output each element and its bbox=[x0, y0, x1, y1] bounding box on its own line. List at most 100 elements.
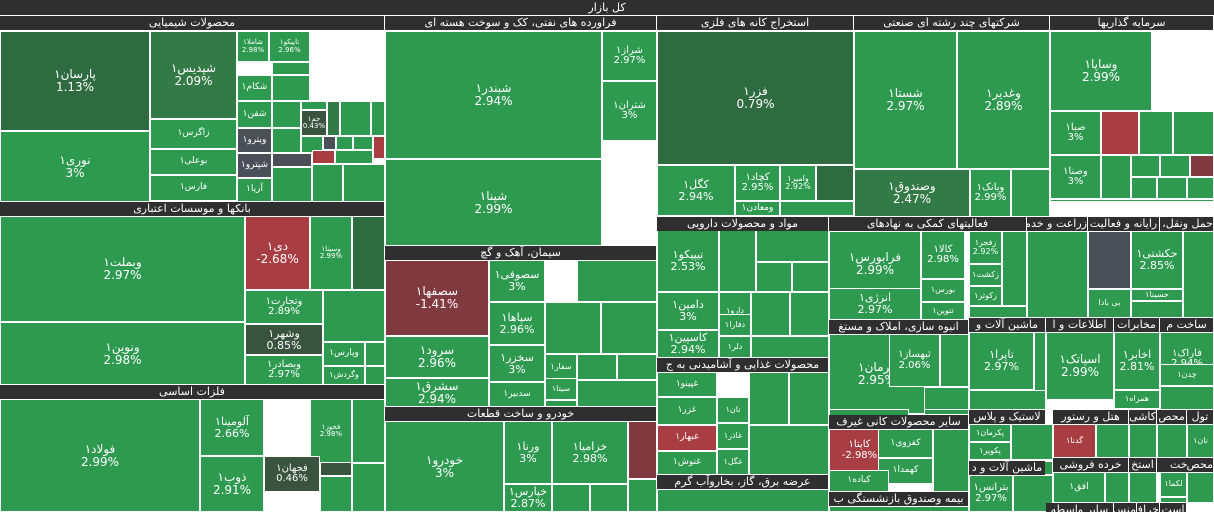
stock-tile[interactable]: پارسان۱ 1.13% bbox=[0, 31, 150, 131]
stock-tile[interactable]: زکوثر۱ bbox=[969, 286, 1002, 306]
stock-tile[interactable]: تنوین۱ bbox=[921, 302, 965, 320]
stock-tile[interactable]: تاپرا۱ 2.97% bbox=[969, 332, 1034, 390]
sector-header[interactable]: بیمه وصندوق بازنشستگی ب bbox=[829, 492, 968, 506]
stock-tile[interactable]: بوعلی۱ bbox=[150, 149, 237, 175]
stock-tile[interactable]: آلومینا۱ 2.66% bbox=[200, 399, 264, 456]
stock-tile[interactable]: پکویر۱ bbox=[969, 442, 1011, 460]
stock-tile[interactable]: افق۱ bbox=[1053, 472, 1105, 503]
sector-header[interactable]: محص bbox=[1187, 458, 1213, 472]
sector-header[interactable]: ساخت م bbox=[1160, 318, 1213, 332]
stock-tile[interactable]: تاپیکو۱ 2.96% bbox=[269, 31, 310, 62]
stock-tile[interactable]: حکشتی۱ 2.85% bbox=[1131, 231, 1183, 289]
stock-tile[interactable]: فجهان۱ 0.46% bbox=[264, 456, 320, 492]
stock-tile[interactable]: وسینا۱ 2.99% bbox=[310, 216, 352, 290]
stock-tile[interactable]: حسینا۱ bbox=[1131, 289, 1183, 301]
stock-tile[interactable]: شپنا۱ 2.99% bbox=[385, 159, 602, 246]
stock-tile[interactable]: اسپاتک۱ 2.99% bbox=[1046, 332, 1114, 400]
stock-tile[interactable]: ونوین۱ 2.98% bbox=[0, 322, 245, 385]
stock-tile[interactable]: وگردش۱ bbox=[323, 366, 365, 385]
sector-header[interactable]: سیمان، آهک و گچ bbox=[385, 246, 656, 260]
sector-header[interactable]: عرضه برق، گاز، بخاروآب گرم bbox=[657, 475, 828, 489]
stock-tile[interactable]: فخوز۱ 2.98% bbox=[310, 399, 352, 463]
stock-tile[interactable]: بورس۱ bbox=[921, 279, 965, 302]
stock-tile[interactable]: تیپیکو۱ 2.53% bbox=[657, 230, 719, 292]
stock-tile[interactable]: غنوش۱ bbox=[657, 451, 717, 475]
market-title[interactable]: کل بازار bbox=[0, 0, 1214, 15]
stock-tile[interactable]: گدنا۱ bbox=[1053, 424, 1096, 458]
stock-tile[interactable]: ورنا۱ 3% bbox=[504, 421, 552, 484]
stock-tile[interactable]: غبهار۱ bbox=[657, 425, 717, 451]
stock-tile[interactable]: فارس۱ bbox=[150, 175, 237, 201]
stock-tile[interactable]: غزر۱ bbox=[657, 397, 717, 425]
sector-header[interactable]: مخابرات bbox=[1114, 318, 1159, 332]
sector-header[interactable]: انبوه سازی، املاک و مستغ bbox=[829, 320, 968, 334]
stock-tile[interactable]: دی۱ -2.68% bbox=[245, 216, 310, 290]
stock-tile[interactable]: شستا۱ 2.97% bbox=[854, 31, 957, 169]
stock-tile[interactable]: غگل۱ bbox=[717, 449, 749, 475]
stock-tile[interactable]: اخابر۱ 2.81% bbox=[1114, 332, 1160, 390]
stock-tile[interactable]: وامیر۱ 2.92% bbox=[780, 165, 816, 201]
stock-tile[interactable]: چدن۱ bbox=[1160, 364, 1214, 386]
sector-header[interactable]: ساير واسطه bbox=[1046, 503, 1113, 512]
sector-header[interactable]: ماشین آلات و bbox=[969, 318, 1045, 332]
stock-tile[interactable]: دامین۱ 3% bbox=[657, 292, 719, 330]
stock-tile[interactable]: شپترو۱ bbox=[237, 153, 272, 178]
sector-header[interactable]: سایر محصولات کانی غیرف bbox=[829, 415, 968, 429]
stock-tile[interactable]: وصندوق۱ 2.47% bbox=[854, 169, 970, 217]
sector-header[interactable]: ماشین آلات و د bbox=[969, 461, 1045, 475]
stock-tile[interactable]: وپارس۱ bbox=[323, 342, 365, 366]
stock-tile[interactable]: شراز۱ 2.97% bbox=[602, 31, 657, 81]
stock-tile[interactable]: وساپا۱ 2.99% bbox=[1050, 31, 1152, 111]
stock-tile[interactable]: غاذر۱ bbox=[717, 423, 749, 449]
sector-header[interactable]: هتل و رستور bbox=[1053, 410, 1128, 424]
stock-tile[interactable]: سصفها۱ -1.41% bbox=[385, 260, 489, 336]
stock-tile[interactable]: ویترو۱ bbox=[237, 128, 272, 153]
stock-tile[interactable]: جم۱ 0.43% bbox=[301, 110, 327, 136]
sector-header[interactable]: محصولات غذایی و آشامیدنی به ج bbox=[657, 358, 828, 372]
stock-tile[interactable]: سپاها۱ 2.96% bbox=[489, 302, 545, 345]
stock-tile[interactable]: وبصادر۱ 2.97% bbox=[245, 355, 323, 385]
stock-tile[interactable]: نوری۱ 3% bbox=[0, 131, 150, 202]
stock-tile[interactable]: کگل۱ 2.94% bbox=[657, 165, 735, 216]
stock-tile[interactable]: لکما۱ bbox=[1160, 472, 1187, 497]
stock-tile[interactable]: دفارا۱ bbox=[719, 314, 751, 336]
stock-tile[interactable]: ذوب۱ 2.91% bbox=[200, 456, 264, 512]
stock-tile[interactable]: شاملا۱ 2.98% bbox=[237, 31, 269, 62]
sector-header[interactable]: خودرو و ساخت قطعات bbox=[385, 407, 656, 421]
sector-header[interactable]: کاشی bbox=[1129, 410, 1156, 424]
sector-header[interactable]: تول bbox=[1187, 410, 1213, 424]
stock-tile[interactable]: وبانک۱ 2.99% bbox=[970, 169, 1011, 217]
stock-tile[interactable]: وغدیر۱ 2.89% bbox=[957, 31, 1050, 169]
stock-tile[interactable]: خزامیا۱ 2.98% bbox=[552, 421, 628, 484]
sector-header[interactable]: حمل ونقل، انب bbox=[1160, 217, 1213, 231]
sector-header[interactable]: منس bbox=[1114, 503, 1136, 512]
sector-header[interactable]: محصولات شیمیایی bbox=[0, 16, 384, 30]
stock-tile[interactable]: سدبیر۱ bbox=[489, 382, 545, 407]
stock-tile[interactable]: خودرو۱ 3% bbox=[385, 421, 504, 512]
stock-tile[interactable]: نان۱ bbox=[717, 397, 749, 423]
stock-tile[interactable]: وصنا۱ 3% bbox=[1050, 155, 1101, 199]
sector-header[interactable]: استخراج کانه های فلزی bbox=[657, 16, 853, 30]
stock-tile[interactable]: شتران۱ 3% bbox=[602, 81, 657, 141]
stock-tile[interactable]: کچاد۱ 2.95% bbox=[735, 165, 780, 201]
stock-tile[interactable]: خپارس۱ 2.87% bbox=[504, 484, 552, 512]
stock-tile[interactable]: سخزر۱ 3% bbox=[489, 345, 545, 382]
stock-tile[interactable]: نان۱ bbox=[1187, 424, 1214, 458]
sector-header[interactable]: شرکتهای چند رشته ای صنعتی bbox=[854, 16, 1049, 30]
stock-tile[interactable]: ومعادن۱ bbox=[735, 201, 780, 216]
stock-tile[interactable]: کالا۱ 2.98% bbox=[921, 231, 965, 279]
stock-tile[interactable]: شکام۱ bbox=[237, 75, 272, 101]
stock-tile[interactable]: زاگرس۱ bbox=[150, 119, 237, 149]
sector-header[interactable]: خراف bbox=[1137, 503, 1159, 512]
stock-tile[interactable]: پکرمان۱ bbox=[969, 424, 1011, 442]
sector-header[interactable]: سرمایه گذاریها bbox=[1050, 16, 1213, 30]
stock-tile[interactable]: بترانس۱ 2.97% bbox=[969, 475, 1013, 512]
stock-tile[interactable]: فزر۱ 0.79% bbox=[657, 31, 854, 165]
stock-tile[interactable]: کباده۱ bbox=[829, 470, 889, 492]
stock-tile[interactable]: سیتا۱ bbox=[545, 378, 577, 400]
stock-tile[interactable]: شپدیس۱ 2.09% bbox=[150, 31, 237, 119]
stock-tile[interactable]: زکشت۱ bbox=[969, 264, 1002, 286]
stock-tile[interactable]: ثبهساز۱ 2.06% bbox=[889, 334, 940, 387]
sector-header[interactable]: زراعت و خدمات bbox=[1027, 217, 1087, 231]
stock-tile[interactable]: سرود۱ 2.96% bbox=[385, 336, 489, 378]
